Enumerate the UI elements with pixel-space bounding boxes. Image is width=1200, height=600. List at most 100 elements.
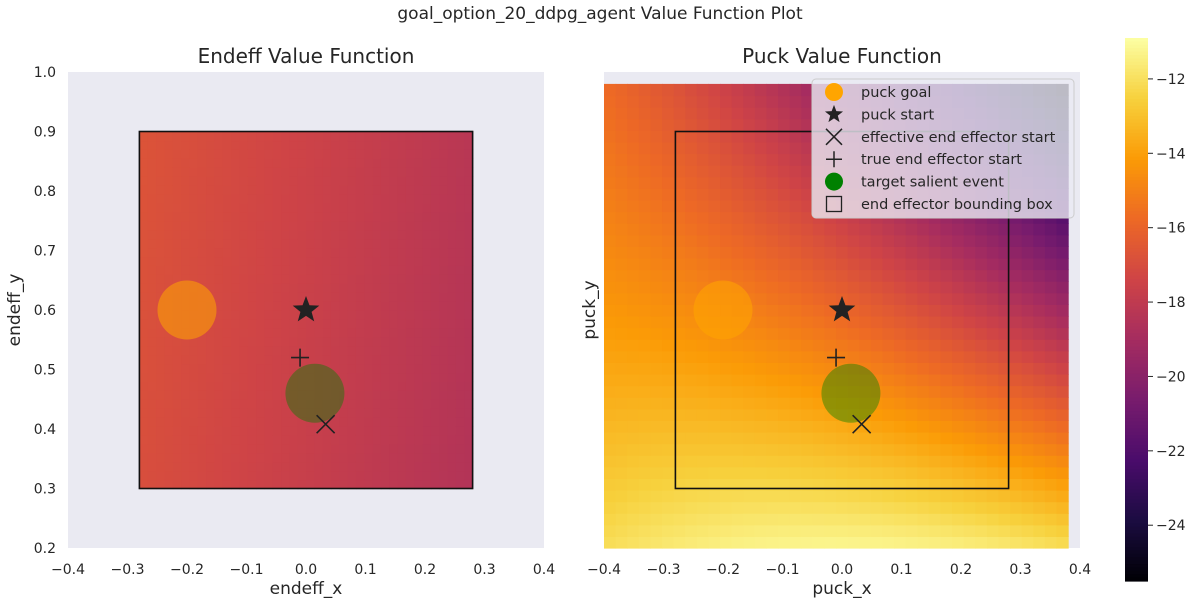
colorbar-band (1125, 553, 1148, 558)
heatmap-cell (256, 381, 265, 391)
heatmap-cell (696, 165, 710, 178)
heatmap-cell (1033, 408, 1046, 421)
colorbar-band (1125, 78, 1148, 83)
heatmap-cell (164, 345, 174, 356)
colorbar-band (1125, 224, 1148, 229)
heatmap-cell (389, 381, 399, 391)
heatmap-cell (928, 420, 942, 433)
heatmap-cell (963, 257, 976, 271)
heatmap-cell (439, 211, 449, 222)
heatmap-cell (754, 443, 768, 456)
heatmap-cell (231, 452, 240, 463)
heatmap-cell (905, 234, 918, 247)
heatmap-cell (364, 202, 374, 213)
heatmap-cell (894, 455, 907, 468)
heatmap-cell (720, 118, 733, 131)
heatmap-cell (917, 408, 930, 421)
heatmap-cell (439, 185, 449, 195)
heatmap-cell (289, 336, 299, 347)
heatmap-cell (272, 345, 282, 356)
heatmap-cell (139, 336, 149, 347)
colorbar-band (1125, 231, 1148, 236)
heatmap-cell (422, 158, 432, 168)
heatmap-cell (986, 315, 1000, 329)
heatmap-cell (638, 339, 652, 352)
heatmap-cell (156, 318, 165, 329)
puck-start-marker (828, 296, 856, 322)
heatmap-cell (347, 372, 357, 382)
heatmap-cell (347, 301, 357, 311)
heatmap-cell (778, 141, 791, 155)
heatmap-cell (355, 399, 365, 409)
heatmap-cell (975, 350, 988, 363)
legend-true-start-swatch (826, 151, 842, 168)
heatmap-cell (355, 176, 365, 186)
heatmap-cell (464, 274, 474, 284)
heatmap-cell (720, 408, 733, 421)
heatmap-cell (355, 372, 365, 382)
heatmap-cell (615, 408, 628, 421)
y-tick-label: 0.2 (34, 541, 56, 557)
heatmap-cell (322, 426, 332, 436)
heatmap-cell (380, 443, 390, 454)
heatmap-cell (264, 167, 274, 177)
heatmap-cell (281, 185, 290, 195)
heatmap-cell (615, 524, 628, 537)
heatmap-cell (380, 354, 390, 365)
heatmap-cell (397, 176, 407, 186)
heatmap-cell (963, 246, 976, 259)
heatmap-cell (181, 390, 190, 400)
heatmap-cell (297, 363, 307, 374)
heatmap-cell (975, 536, 988, 549)
heatmap-cell (256, 417, 265, 427)
heatmap-cell (139, 193, 149, 204)
heatmap-cell (414, 238, 424, 249)
heatmap-cell (247, 185, 257, 195)
heatmap-cell (139, 247, 149, 258)
heatmap-cell (662, 153, 675, 166)
heatmap-cell (650, 397, 663, 410)
heatmap-cell (231, 479, 240, 490)
heatmap-cell (766, 234, 779, 247)
heatmap-cell (264, 301, 274, 311)
heatmap-cell (731, 501, 744, 514)
heatmap-cell (720, 350, 733, 363)
heatmap-cell (975, 455, 988, 468)
heatmap-cell (940, 234, 953, 247)
heatmap-cell (206, 283, 215, 293)
heatmap-cell (247, 149, 257, 159)
heatmap-cell (778, 466, 791, 479)
heatmap-cell (685, 118, 698, 131)
heatmap-cell (870, 373, 884, 387)
heatmap-cell (355, 229, 365, 240)
heatmap-cell (355, 167, 365, 177)
x-tick-label: 0.3 (473, 562, 495, 578)
heatmap-cell (281, 363, 290, 374)
colorbar-band (1125, 48, 1148, 53)
heatmap-cell (189, 220, 199, 231)
heatmap-cell (812, 246, 826, 259)
heatmap-cell (963, 420, 976, 433)
heatmap-cell (414, 443, 424, 454)
heatmap-cell (615, 373, 628, 387)
heatmap-cell (222, 140, 232, 150)
heatmap-cell (164, 363, 174, 374)
heatmap-cell (289, 318, 299, 329)
heatmap-cell (239, 354, 249, 365)
heatmap-cell (673, 118, 686, 131)
heatmap-cell (422, 426, 432, 436)
heatmap-cell (189, 256, 199, 266)
heatmap-cell (812, 362, 826, 375)
heatmap-cell (685, 327, 698, 340)
heatmap-cell (330, 229, 340, 240)
heatmap-cell (604, 536, 617, 549)
end-effector-bounding-box (138, 130, 474, 490)
heatmap-cell (447, 417, 457, 427)
heatmap-cell (905, 327, 918, 340)
heatmap-cell (638, 234, 652, 247)
heatmap-cell (754, 130, 768, 143)
heatmap-cell (1021, 478, 1034, 491)
heatmap-cell (673, 385, 686, 398)
heatmap-cell (1021, 304, 1034, 317)
heatmap-cell (372, 247, 382, 258)
